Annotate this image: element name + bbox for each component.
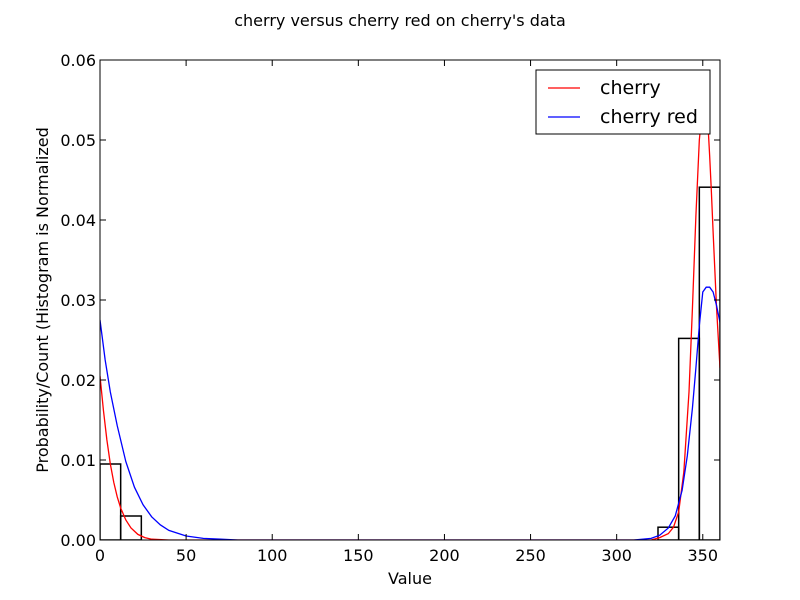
y-axis-ticks: 0.00 0.01 0.02 0.03 0.04 0.05 0.06 bbox=[60, 51, 720, 550]
y-tick-label-2: 0.02 bbox=[60, 371, 96, 390]
histogram-bar-0 bbox=[100, 463, 122, 540]
x-axis-ticks: 0 50 100 150 200 250 300 350 bbox=[95, 60, 718, 565]
x-tick-label-5: 250 bbox=[515, 546, 546, 565]
x-tick-label-7: 350 bbox=[688, 546, 719, 565]
y-tick-label-6: 0.06 bbox=[60, 51, 96, 70]
histogram-bar-1 bbox=[119, 515, 143, 540]
legend-label-1: cherry red bbox=[600, 106, 698, 128]
y-tick-label-5: 0.05 bbox=[60, 131, 96, 150]
x-tick-label-3: 150 bbox=[343, 546, 374, 565]
y-tick-label-3: 0.03 bbox=[60, 291, 96, 310]
y-axis-label: Probability/Count (Histogram is Normaliz… bbox=[33, 127, 52, 473]
legend-label-0: cherry bbox=[600, 77, 661, 99]
y-tick-label-1: 0.01 bbox=[60, 451, 96, 470]
series-lines bbox=[100, 98, 720, 540]
x-tick-label-6: 300 bbox=[601, 546, 632, 565]
x-axis-label: Value bbox=[388, 569, 432, 588]
x-tick-label-1: 50 bbox=[176, 546, 196, 565]
legend: cherry cherry red bbox=[535, 69, 711, 135]
series-line-0 bbox=[100, 98, 720, 540]
x-tick-label-4: 200 bbox=[429, 546, 460, 565]
x-tick-label-0: 0 bbox=[95, 546, 105, 565]
histogram bbox=[100, 186, 720, 540]
y-tick-label-4: 0.04 bbox=[60, 211, 96, 230]
histogram-bar-4 bbox=[698, 186, 720, 540]
legend-frame bbox=[535, 69, 711, 135]
y-tick-label-0: 0.00 bbox=[60, 531, 96, 550]
series-line-1 bbox=[100, 286, 720, 540]
x-tick-label-2: 100 bbox=[257, 546, 288, 565]
chart-title: cherry versus cherry red on cherry's dat… bbox=[234, 11, 566, 30]
